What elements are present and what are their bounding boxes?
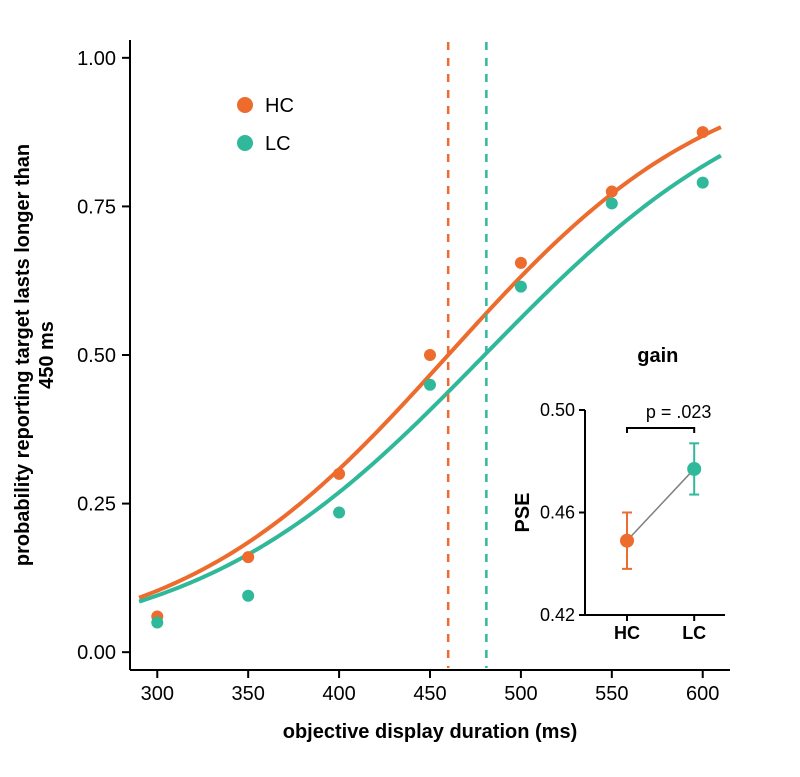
svg-text:probability reporting target l: probability reporting target lasts longe… (12, 144, 34, 566)
legend-marker-LC (237, 135, 253, 151)
y-tick-label: 0.00 (77, 642, 116, 664)
x-tick-label: 600 (686, 683, 719, 705)
legend-marker-HC (237, 97, 253, 113)
x-tick-label: 300 (141, 683, 174, 705)
y-tick-label: 0.50 (77, 345, 116, 367)
inset-connector (627, 469, 694, 541)
x-tick-label: 550 (595, 683, 628, 705)
curve-HC (139, 127, 721, 598)
dot-HC (424, 349, 436, 361)
dot-LC (242, 590, 254, 602)
inset-bracket (627, 428, 694, 433)
x-tick-label: 350 (231, 683, 264, 705)
inset-y-tick-label: 0.42 (540, 605, 575, 625)
y-tick-label: 1.00 (77, 48, 116, 70)
x-axis-title: objective display duration (ms) (283, 721, 578, 743)
dot-LC (424, 379, 436, 391)
legend-label-HC: HC (265, 95, 294, 117)
x-tick-label: 500 (504, 683, 537, 705)
inset-dot-HC (620, 534, 634, 548)
inset-y-tick-label: 0.46 (540, 503, 575, 523)
dot-LC (333, 507, 345, 519)
y-tick-label: 0.75 (77, 196, 116, 218)
chart-svg: 300 350 400 450 500 550 600 0.00 0.25 0.50 0.75 1.0… (0, 0, 800, 777)
y-axis-title: probability reporting target lasts longe… (12, 144, 58, 566)
inset-x-tick-label: LC (682, 623, 706, 643)
dot-LC (697, 177, 709, 189)
dot-LC (606, 197, 618, 209)
x-tick-label: 400 (322, 683, 355, 705)
inset-title: gain (637, 345, 678, 367)
dot-HC (606, 186, 618, 198)
inset-x-tick-label: HC (614, 623, 640, 643)
y-tick-label: 0.25 (77, 494, 116, 516)
dot-HC (697, 126, 709, 138)
legend-label-LC: LC (265, 133, 291, 155)
dot-HC (242, 551, 254, 563)
dot-HC (333, 468, 345, 480)
inset-y-axis-title: PSE (512, 492, 534, 532)
inset-p-value: p = .023 (646, 402, 712, 422)
dot-HC (515, 257, 527, 269)
x-tick-label: 450 (413, 683, 446, 705)
svg-text:450 ms: 450 ms (36, 321, 58, 389)
dot-LC (515, 281, 527, 293)
inset-dot-LC (687, 462, 701, 476)
dot-LC (151, 616, 163, 628)
inset-y-tick-label: 0.50 (540, 400, 575, 420)
